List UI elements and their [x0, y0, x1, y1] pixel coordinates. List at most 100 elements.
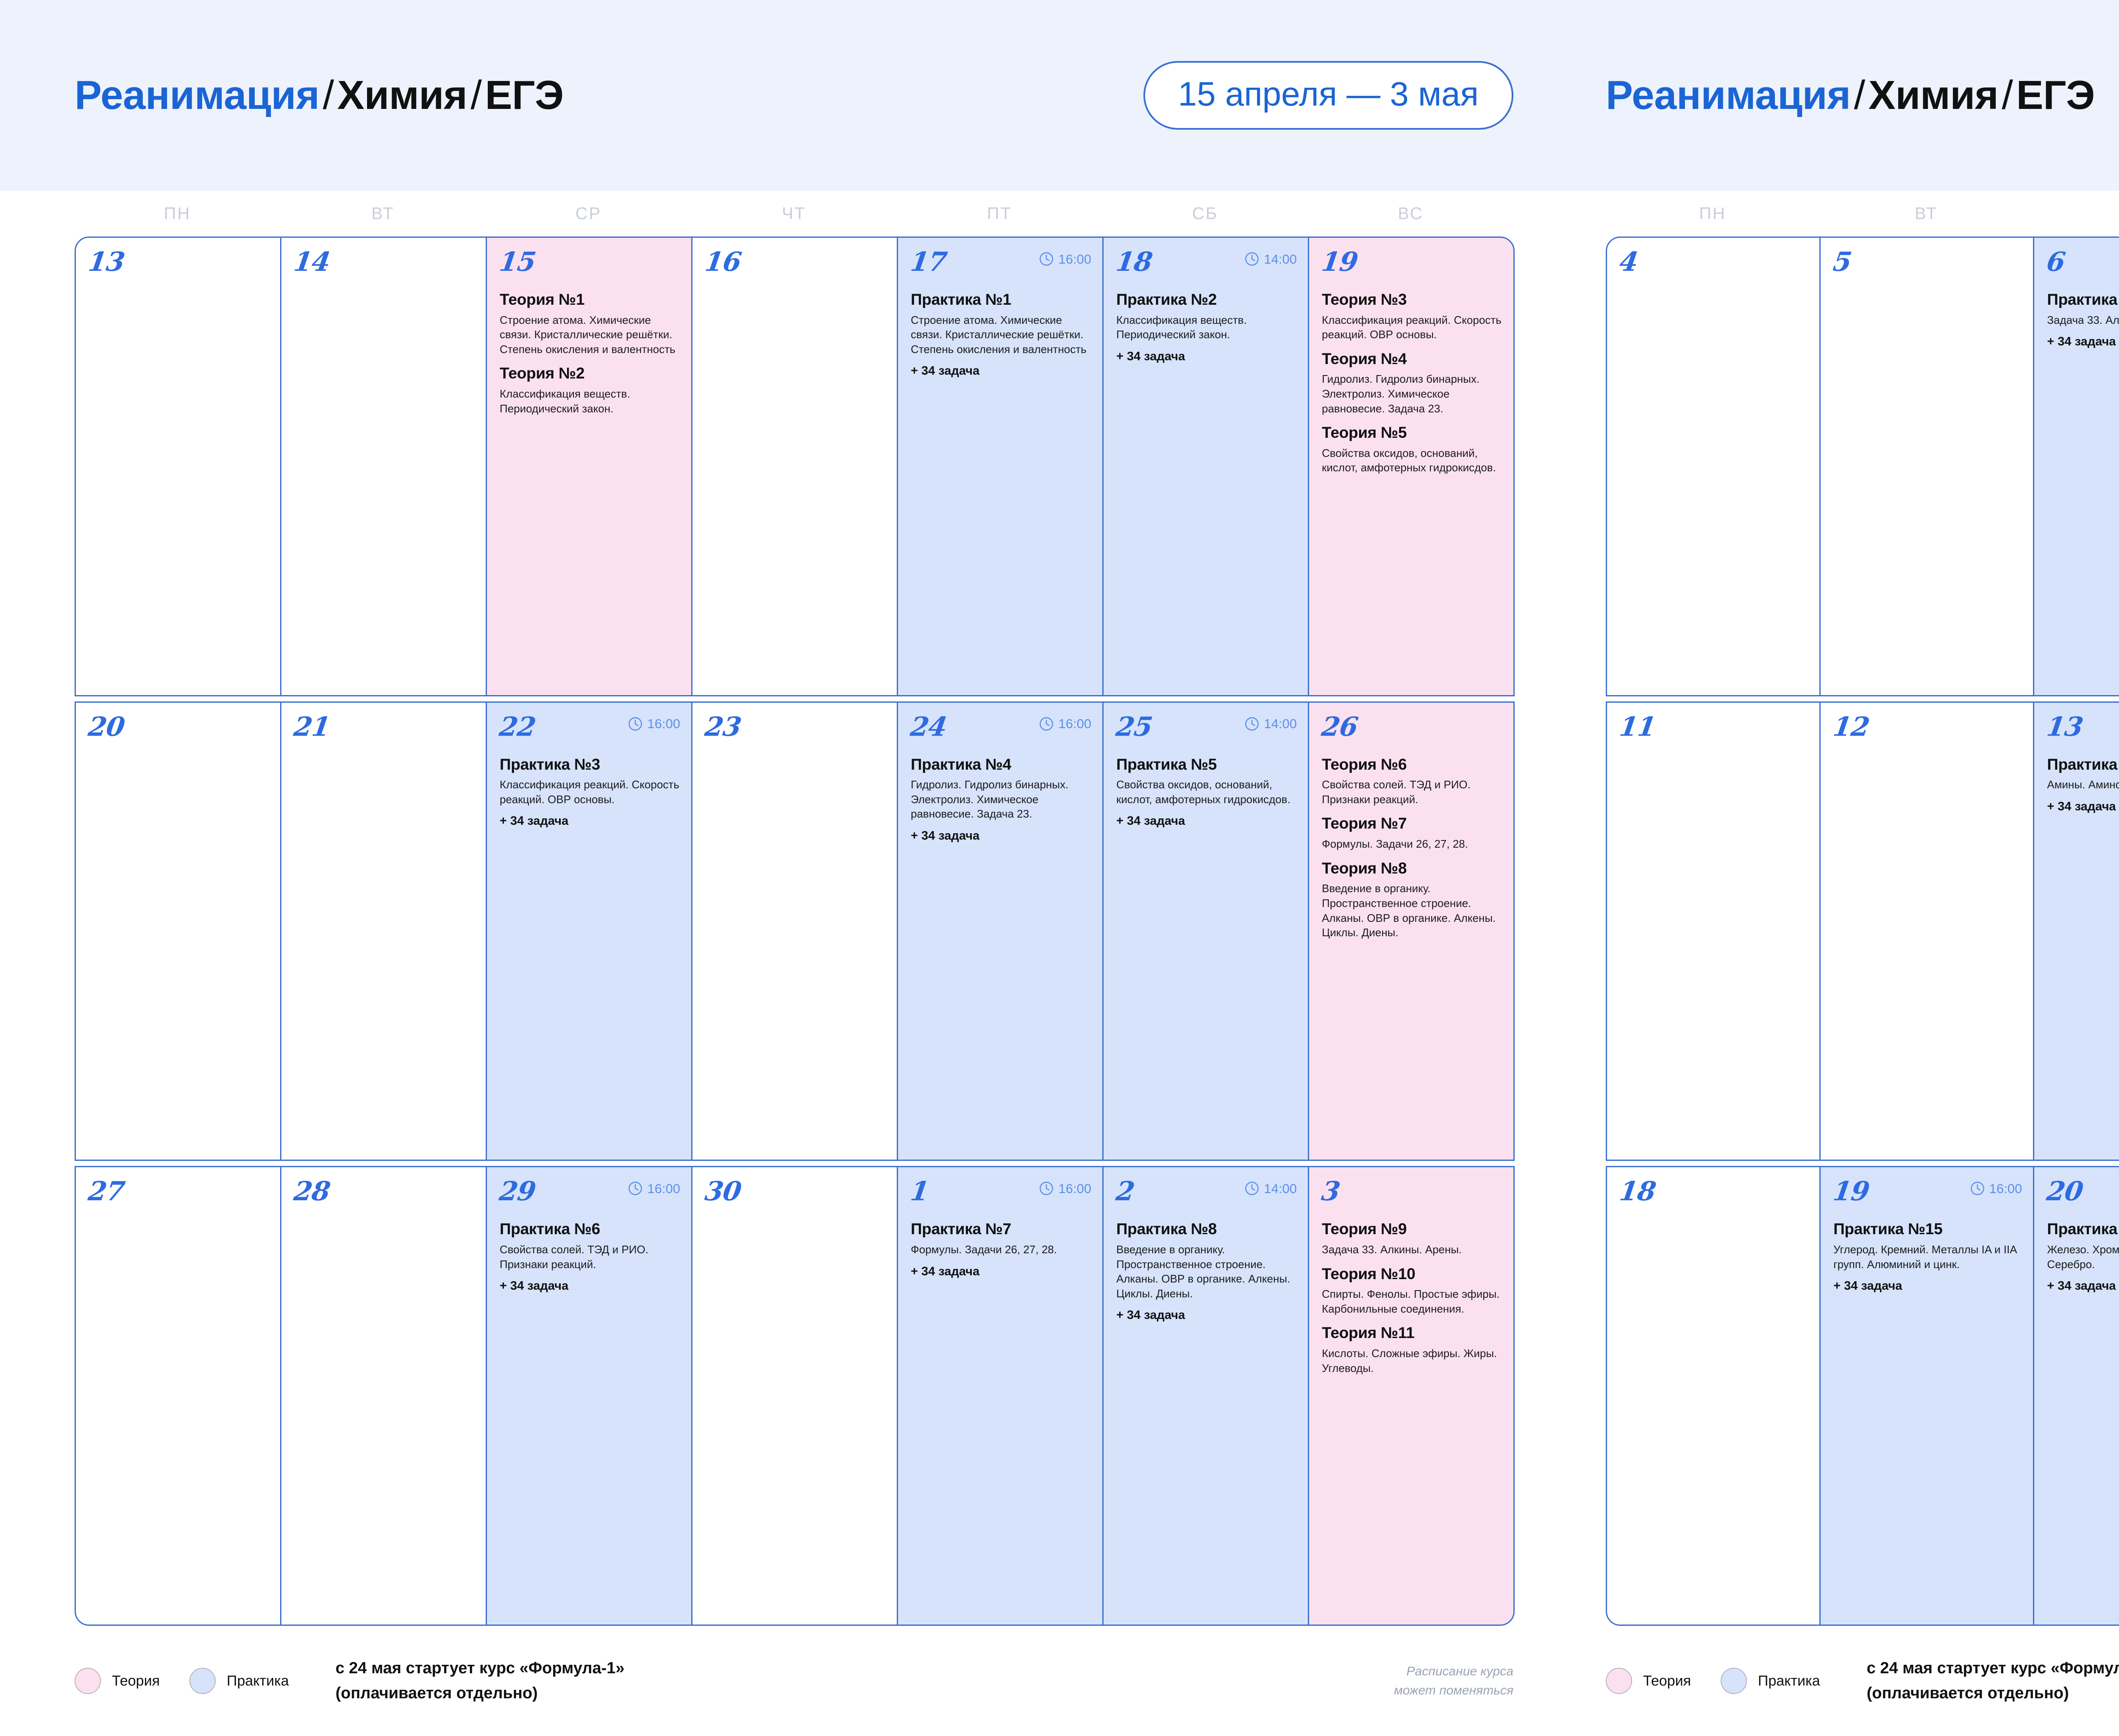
lesson-time-label: 14:00: [1264, 716, 1297, 732]
day-cell-header: 5: [1831, 246, 2022, 288]
lesson-entry[interactable]: Теория №3 Классификация реакций. Скорость…: [1322, 290, 1502, 342]
lesson-entries: Практика №4 Гидролиз. Гидролиз бинарных. …: [911, 755, 1091, 843]
day-cell-17[interactable]: 17 16:00 Практика №1 Строение атома. Химиче…: [897, 236, 1104, 696]
lesson-description: Гидролиз. Гидролиз бинарных. Электролиз.…: [1322, 373, 1480, 415]
day-cell-29[interactable]: 29 16:00 Практика №6 Свойства солей. ТЭД и …: [486, 1166, 692, 1626]
day-number: 15: [497, 246, 538, 277]
clock-icon: [1244, 251, 1260, 267]
day-cell-18[interactable]: 18: [1606, 1166, 1821, 1626]
day-cell-19[interactable]: 19 Теория №3 Классификация реакций. Скорос…: [1308, 236, 1515, 696]
legend-label-theory-left: Теория: [112, 1672, 160, 1689]
day-number: 19: [1831, 1176, 1872, 1207]
lesson-title: Практика №2: [1116, 291, 1217, 308]
lesson-entry[interactable]: Практика №16 Железо. Хром. Марганец. Медь…: [2047, 1220, 2119, 1294]
lesson-entry[interactable]: Теория №2 Классификация веществ. Периодич…: [500, 364, 680, 416]
day-cell-24[interactable]: 24 16:00 Практика №4 Гидролиз. Гидролиз бин…: [897, 701, 1104, 1161]
lesson-entry[interactable]: Практика №7 Формулы. Задачи 26, 27, 28. + …: [911, 1220, 1091, 1279]
lesson-title: Теория №6: [1322, 755, 1407, 773]
day-cell-header: 26: [1319, 711, 1502, 753]
lesson-entry[interactable]: Практика №9 Задача 33. Алкины. Арены. + 34…: [2047, 290, 2119, 349]
day-cell-19[interactable]: 19 16:00 Практика №15 Углерод. Кремний. Мет…: [1819, 1166, 2035, 1626]
day-cell-header: 19: [1320, 246, 1502, 288]
lesson-entry[interactable]: Теория №4 Гидролиз. Гидролиз бинарных. Эл…: [1322, 350, 1502, 416]
lesson-description: Свойства оксидов, оснований, кислот, амф…: [1116, 778, 1290, 806]
lesson-entry[interactable]: Теория №5 Свойства оксидов, оснований, ки…: [1322, 423, 1502, 475]
day-cell-20[interactable]: 2016:00 Практика №16 Железо. Хром. Маргане…: [2033, 1166, 2119, 1626]
lesson-description: Свойства солей. ТЭД и РИО. Признаки реак…: [1322, 778, 1471, 806]
day-cell-30[interactable]: 30: [691, 1166, 898, 1626]
lesson-entries: Практика №7 Формулы. Задачи 26, 27, 28. + …: [911, 1220, 1091, 1279]
day-cell-27[interactable]: 27: [75, 1166, 281, 1626]
day-cell-15[interactable]: 15 Теория №1 Строение атома. Химические св…: [486, 236, 692, 696]
day-cell-header: 15: [497, 246, 680, 288]
day-number: 20: [2045, 1176, 2085, 1207]
lesson-entry[interactable]: Теория №8 Введение в органику. Пространст…: [1322, 859, 1502, 940]
lesson-title: Теория №2: [500, 364, 585, 382]
lesson-entry[interactable]: Практика №6 Свойства солей. ТЭД и РИО. Пр…: [500, 1220, 680, 1294]
day-cell-22[interactable]: 22 16:00 Практика №3 Классификация реакций.…: [486, 701, 692, 1161]
lesson-entry[interactable]: Теория №6 Свойства солей. ТЭД и РИО. Приз…: [1322, 755, 1502, 807]
lesson-entry[interactable]: Практика №8 Введение в органику. Простран…: [1116, 1220, 1297, 1323]
day-cell-26[interactable]: 26 Теория №6 Свойства солей. ТЭД и РИО. Пр…: [1308, 701, 1515, 1161]
day-cell-14[interactable]: 14: [280, 236, 487, 696]
page-title-left: Реанимация/Химия/ЕГЭ: [75, 72, 564, 119]
day-cell-18[interactable]: 18 14:00 Практика №2 Классификация веществ.…: [1102, 236, 1309, 696]
lesson-title: Теория №4: [1322, 350, 1407, 367]
day-cell-2[interactable]: 2 14:00 Практика №8 Введение в органику. Пр…: [1102, 1166, 1309, 1626]
day-number: 14: [292, 246, 332, 277]
weekday-label-сб: СБ: [1192, 204, 1218, 223]
day-cell-28[interactable]: 28: [280, 1166, 487, 1626]
lesson-description: Углерод. Кремний. Металлы IA и IIA групп…: [1833, 1243, 2017, 1271]
calendar-grid-left: 13 14 15 Теория №1 Строение атома. Химически…: [75, 236, 1515, 1626]
lesson-entry[interactable]: Практика №12 Амины. Аминокислоты. Белки. +…: [2047, 755, 2119, 814]
day-cell-6[interactable]: 616:00 Практика №9 Задача 33. Алкины. Арен…: [2033, 236, 2119, 696]
day-number: 11: [1617, 711, 1658, 742]
lesson-entries: Практика №8 Введение в органику. Простран…: [1116, 1220, 1297, 1323]
lesson-entry[interactable]: Теория №1 Строение атома. Химические связ…: [500, 290, 680, 356]
day-cell-4[interactable]: 4: [1606, 236, 1821, 696]
day-cell-21[interactable]: 21: [280, 701, 487, 1161]
lesson-description: Железо. Хром. Марганец. Медь. Серебро.: [2047, 1243, 2119, 1271]
lesson-entry[interactable]: Теория №9 Задача 33. Алкины. Арены.: [1322, 1220, 1502, 1257]
lesson-description: Гидролиз. Гидролиз бинарных. Электролиз.…: [911, 778, 1069, 821]
lesson-title: Теория №10: [1322, 1265, 1415, 1283]
day-cell-header: 12: [1831, 711, 2022, 753]
lesson-entries: Практика №2 Классификация веществ. Период…: [1116, 290, 1297, 364]
day-cell-13[interactable]: 13: [75, 236, 281, 696]
lesson-entry[interactable]: Практика №3 Классификация реакций. Скорос…: [500, 755, 680, 829]
clock-icon: [1038, 251, 1054, 267]
lesson-entry[interactable]: Практика №4 Гидролиз. Гидролиз бинарных. …: [911, 755, 1091, 843]
day-cell-13[interactable]: 1316:00 Практика №12 Амины. Аминокислоты. …: [2033, 701, 2119, 1161]
lesson-description: Классификация веществ. Периодический зак…: [500, 387, 630, 415]
day-cell-25[interactable]: 25 14:00 Практика №5 Свойства оксидов, осно…: [1102, 701, 1309, 1161]
day-cell-16[interactable]: 16: [691, 236, 898, 696]
lesson-entry[interactable]: Теория №7 Формулы. Задачи 26, 27, 28.: [1322, 814, 1502, 851]
lesson-entry[interactable]: Практика №1 Строение атома. Химические св…: [911, 290, 1091, 378]
theory-color-swatch-right: [1606, 1668, 1632, 1694]
day-cell-header: 1 16:00: [909, 1176, 1091, 1217]
lesson-entry[interactable]: Практика №15 Углерод. Кремний. Металлы IA…: [1833, 1220, 2022, 1294]
day-cell-23[interactable]: 23: [691, 701, 898, 1161]
day-number: 26: [1319, 711, 1360, 742]
lesson-entry[interactable]: Теория №11 Кислоты. Сложные эфиры. Жиры. …: [1322, 1324, 1502, 1375]
footer-left: Теория Практика с 24 мая стартует курс «…: [0, 1626, 1588, 1736]
weekday-label-вс: ВС: [1398, 204, 1424, 223]
day-cell-header: 2 14:00: [1114, 1176, 1297, 1217]
day-cell-11[interactable]: 11: [1606, 701, 1821, 1161]
lesson-entry[interactable]: Практика №2 Классификация веществ. Период…: [1116, 290, 1297, 364]
day-cell-1[interactable]: 1 16:00 Практика №7 Формулы. Задачи 26, 27,…: [897, 1166, 1104, 1626]
day-cell-12[interactable]: 12: [1819, 701, 2035, 1161]
lesson-title: Практика №5: [1116, 755, 1217, 773]
date-range-pill-left[interactable]: 15 апреля — 3 мая: [1143, 61, 1513, 130]
day-cell-5[interactable]: 5: [1819, 236, 2035, 696]
lesson-entry[interactable]: Практика №5 Свойства оксидов, оснований, …: [1116, 755, 1297, 829]
legend-item-theory-left: Теория: [75, 1668, 160, 1694]
lesson-description: Задача 33. Алкины. Арены.: [1322, 1243, 1462, 1256]
lesson-entry[interactable]: Теория №10 Спирты. Фенолы. Простые эфиры.…: [1322, 1265, 1502, 1316]
lesson-entries: Практика №12 Амины. Аминокислоты. Белки. +…: [2047, 755, 2119, 814]
day-cell-3[interactable]: 3 Теория №9 Задача 33. Алкины. Арены. Теори…: [1308, 1166, 1515, 1626]
day-cell-20[interactable]: 20: [75, 701, 281, 1161]
